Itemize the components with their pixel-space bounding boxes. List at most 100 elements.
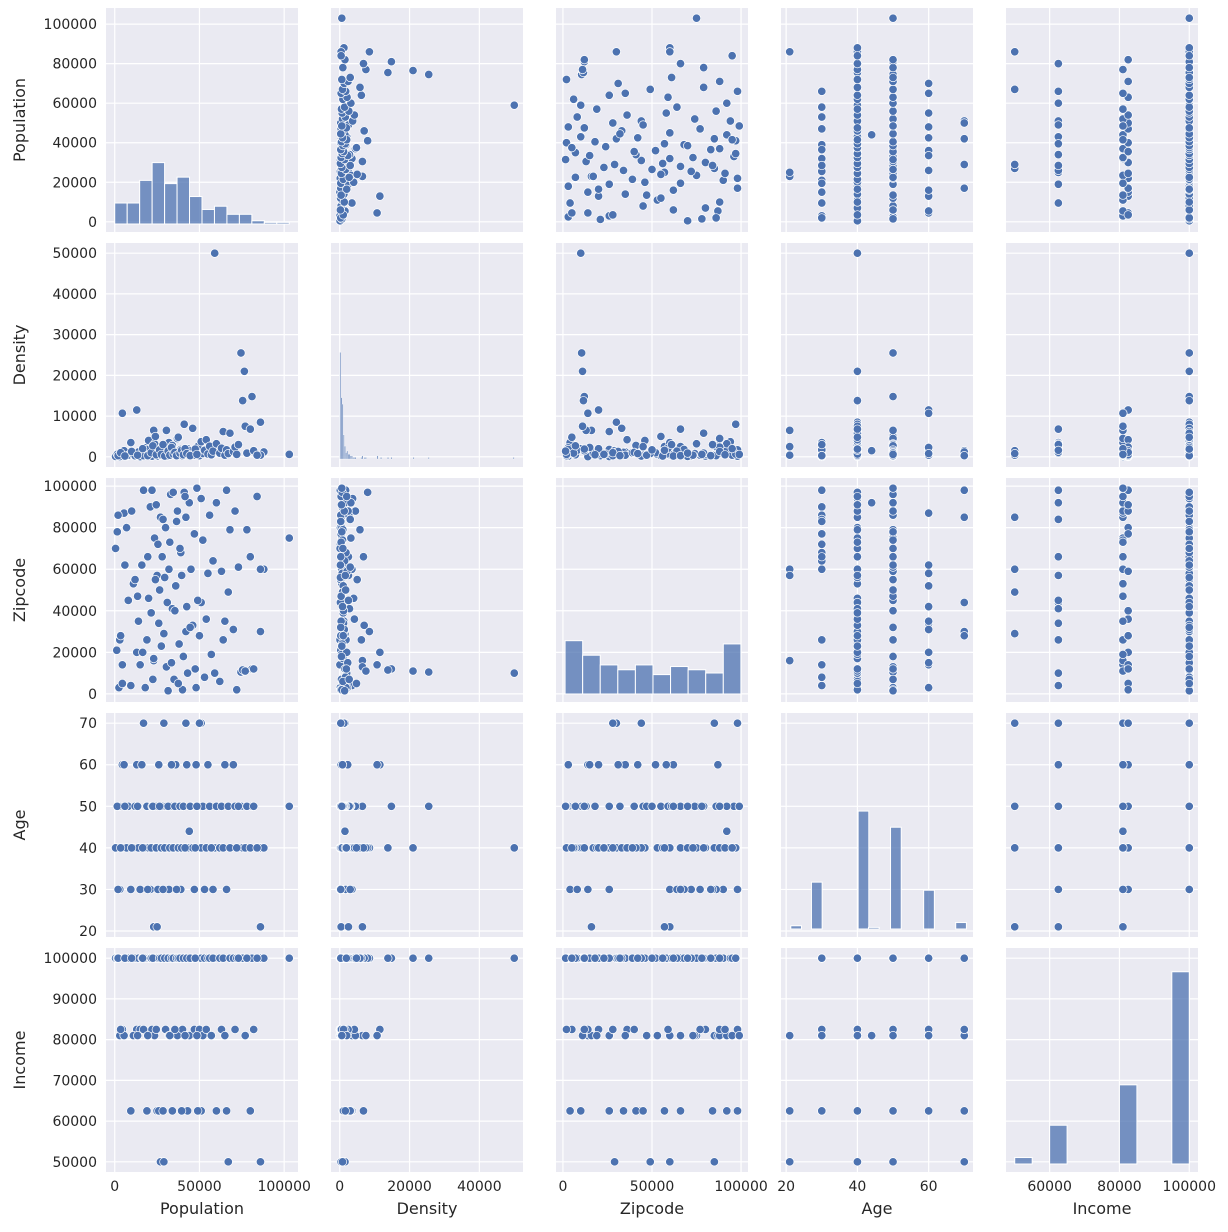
scatter-point [715, 76, 725, 86]
x-tick-label: 100000 [257, 1179, 310, 1195]
scatter-point [190, 843, 200, 853]
scatter-point [697, 801, 707, 811]
histogram-bar [1118, 1084, 1138, 1165]
scatter-point [184, 826, 194, 836]
scatter-point [344, 674, 354, 684]
scatter-point [232, 449, 242, 459]
scatter-point [1118, 190, 1128, 200]
scatter-point [734, 449, 744, 459]
scatter-point [1184, 72, 1194, 83]
panel-income-vs-density [331, 948, 523, 1172]
scatter-point [785, 1106, 795, 1116]
scatter-point [383, 953, 393, 963]
scatter-point [686, 166, 696, 176]
scatter-point [228, 624, 238, 635]
scatter-point [665, 47, 675, 57]
scatter-point [408, 953, 418, 963]
scatter-point [158, 884, 168, 894]
histogram-bar [340, 397, 343, 460]
scatter-point [188, 423, 198, 433]
scatter-point [888, 1157, 898, 1167]
y-tick-label: 60000 [52, 562, 97, 578]
scatter-point [1123, 500, 1133, 510]
scatter-point [116, 631, 126, 641]
panel-background [1006, 713, 1198, 937]
scatter-point [613, 78, 623, 88]
scatter-point [1184, 123, 1194, 133]
scatter-point [222, 884, 232, 894]
scatter-point [1184, 248, 1194, 258]
scatter-point [734, 121, 744, 131]
scatter-point [576, 1106, 586, 1116]
scatter-point [111, 543, 121, 553]
scatter-point [208, 556, 218, 566]
y-tick-label: 60 [79, 758, 97, 774]
scatter-point [386, 801, 396, 811]
histogram-bar [512, 457, 515, 460]
scatter-point [852, 631, 862, 641]
scatter-point [561, 1024, 572, 1035]
scatter-point [222, 1106, 232, 1116]
scatter-point [135, 884, 145, 894]
panel-density-vs-population [106, 243, 298, 467]
scatter-point [509, 100, 519, 110]
scatter-point [1118, 483, 1128, 493]
scatter-point [1184, 651, 1194, 662]
scatter-point [583, 208, 593, 218]
scatter-point [1053, 604, 1063, 614]
scatter-point [688, 153, 698, 163]
scatter-point [157, 552, 167, 562]
scatter-point [608, 843, 618, 853]
scatter-point [1184, 760, 1194, 770]
scatter-point [924, 78, 934, 88]
scatter-point [608, 1024, 618, 1035]
scatter-point [1184, 102, 1194, 112]
scatter-point [590, 953, 600, 963]
scatter-point [615, 129, 625, 139]
scatter-point [565, 198, 575, 208]
scatter-point [817, 213, 827, 223]
scatter-point [636, 155, 646, 166]
scatter-point [178, 651, 188, 662]
histogram-bar [344, 445, 346, 460]
scatter-point [578, 396, 588, 406]
scatter-point [1118, 421, 1128, 431]
scatter-point [924, 602, 934, 612]
scatter-point [817, 112, 827, 122]
histogram-bar [364, 457, 366, 460]
scatter-point [1053, 635, 1063, 645]
scatter-point [656, 193, 666, 203]
scatter-point [924, 683, 934, 693]
scatter-point [888, 552, 898, 562]
panel-age-vs-zipcode [556, 713, 748, 937]
scatter-point [127, 506, 137, 516]
scatter-point [620, 88, 630, 98]
scatter-point [1053, 801, 1063, 811]
scatter-point [116, 1024, 126, 1035]
scatter-point [647, 801, 657, 811]
scatter-point [133, 801, 143, 811]
scatter-point [924, 581, 934, 591]
scatter-point [638, 1106, 648, 1116]
scatter-point [194, 631, 205, 641]
scatter-point [567, 208, 577, 218]
scatter-point [1053, 424, 1063, 434]
scatter-point [361, 1031, 371, 1041]
scatter-point [1053, 86, 1063, 96]
scatter-point [137, 560, 147, 570]
scatter-point [1053, 922, 1063, 932]
scatter-point [888, 172, 898, 182]
scatter-point [150, 431, 160, 442]
scatter-point [888, 1106, 898, 1116]
histogram-bar [670, 666, 689, 695]
scatter-point [924, 408, 934, 418]
x-tick-label: 0 [110, 1179, 119, 1195]
scatter-point [205, 510, 215, 520]
scatter-point [1053, 760, 1063, 770]
scatter-point [358, 59, 369, 69]
scatter-point [599, 843, 609, 853]
scatter-point [1053, 668, 1063, 678]
scatter-point [683, 953, 693, 963]
scatter-point [146, 608, 156, 618]
